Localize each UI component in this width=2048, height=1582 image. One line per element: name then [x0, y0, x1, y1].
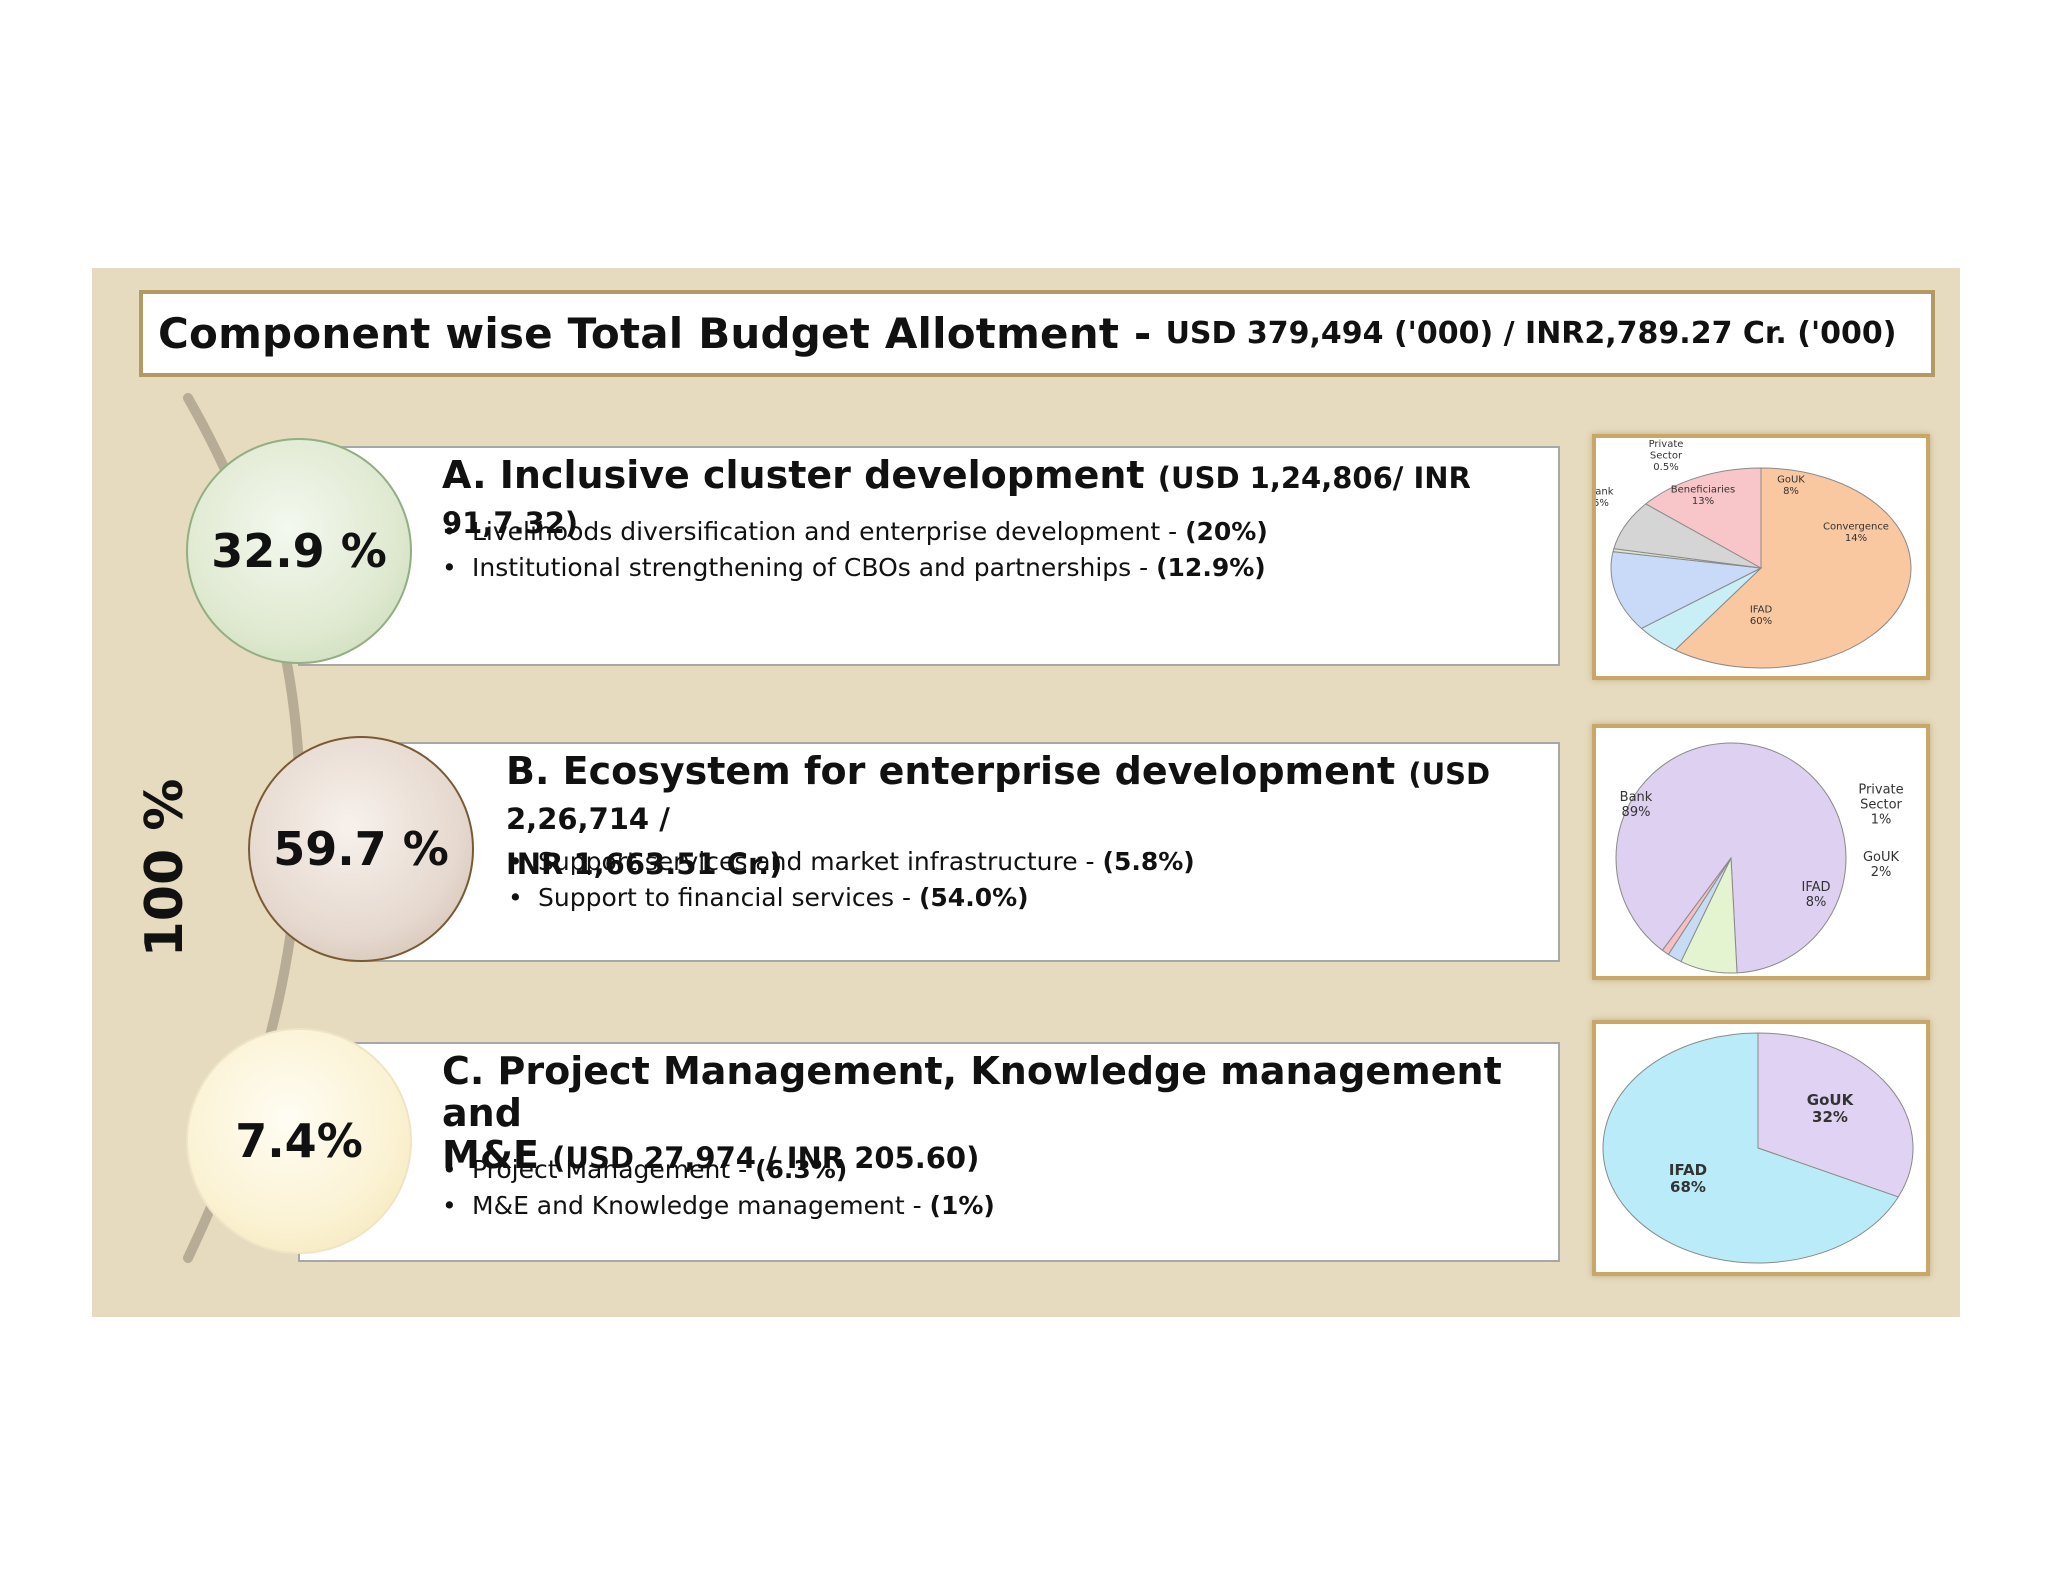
component-c-bullets: Project Management - (6.3%) M&E and Know…	[440, 1152, 995, 1224]
component-a-heading: A. Inclusive cluster development	[442, 453, 1145, 497]
pie-label-private-sector: Private Sector 0.5%	[1649, 439, 1684, 473]
component-card-b: B. Ecosystem for enterprise development …	[362, 742, 1560, 962]
component-a-bullets: Livelihoods diversification and enterpri…	[440, 514, 1268, 586]
pie-label-gouk: GoUK 8%	[1777, 475, 1805, 498]
component-c-percent-circle: 7.4%	[186, 1028, 412, 1254]
component-a-percent-circle: 32.9 %	[186, 438, 412, 664]
list-item: Institutional strengthening of CBOs and …	[440, 550, 1268, 586]
component-b-heading: B. Ecosystem for enterprise development	[506, 749, 1396, 793]
pie-label-bank: Bank 89%	[1620, 790, 1653, 820]
pie-label-gouk: GoUK 2%	[1863, 850, 1900, 880]
component-card-c: C. Project Management, Knowledge managem…	[298, 1042, 1560, 1262]
pie-label-convergence: Convergence 14%	[1823, 522, 1889, 545]
pie-label-ifad: IFAD 60%	[1750, 605, 1773, 628]
pie-slice-ifad	[1602, 1032, 1900, 1264]
total-percent-label: 100 %	[135, 778, 195, 958]
pie-chart-b: Bank 89% IFAD 8% GoUK 2% Private Sector 1%	[1592, 724, 1930, 980]
pie-slice-convergence	[1644, 467, 1762, 569]
title-box: Component wise Total Budget Allotment - …	[139, 290, 1935, 377]
component-a-title: A. Inclusive cluster development (USD 1,…	[442, 454, 1558, 544]
pie-label-gouk: GoUK 32%	[1807, 1091, 1855, 1126]
pie-label-bank: Bank5%	[1596, 487, 1614, 510]
list-item: Project Management - (6.3%)	[440, 1152, 995, 1188]
pie-svg: GoUK 32% IFAD 68%	[1602, 1032, 1914, 1264]
component-b-amount: (USD 2,26,714 /	[506, 757, 1491, 836]
pie-slice-ifad	[1674, 467, 1912, 669]
pie-slice-beneficiaries	[1610, 551, 1763, 630]
component-b-bullets: Support services and market infrastructu…	[506, 844, 1195, 916]
pie-label-ifad: IFAD 68%	[1669, 1161, 1707, 1196]
list-item: M&E and Knowledge management - (1%)	[440, 1188, 995, 1224]
pie-label-ifad: IFAD 8%	[1801, 880, 1830, 910]
component-b-percent: 59.7 %	[273, 822, 449, 876]
list-item: Livelihoods diversification and enterpri…	[440, 514, 1268, 550]
pie-slice-private-sector	[1661, 857, 1732, 956]
page-subtitle: USD 379,494 ('000) / INR2,789.27 Cr. ('0…	[1165, 316, 1897, 351]
pie-label-beneficiaries: Beneficiaries 13%	[1671, 485, 1735, 508]
pie-slice-gouk	[1757, 1032, 1914, 1198]
page-title: Component wise Total Budget Allotment -	[158, 309, 1152, 358]
component-c-percent: 7.4%	[235, 1114, 363, 1168]
pie-chart-c: GoUK 32% IFAD 68%	[1592, 1020, 1930, 1276]
pie-label-private-sector: Private Sector 1%	[1858, 783, 1903, 828]
component-b-percent-circle: 59.7 %	[248, 736, 474, 962]
component-c-heading: C. Project Management, Knowledge managem…	[442, 1049, 1502, 1135]
list-item: Support to financial services - (54.0%)	[506, 880, 1195, 916]
component-card-a: A. Inclusive cluster development (USD 1,…	[298, 446, 1560, 666]
component-a-percent: 32.9 %	[211, 524, 387, 578]
slide-panel: Component wise Total Budget Allotment - …	[92, 268, 1960, 1317]
list-item: Support services and market infrastructu…	[506, 844, 1195, 880]
pie-svg: Bank 89% IFAD 8% GoUK 2% Private Sector 1%	[1615, 742, 1904, 974]
